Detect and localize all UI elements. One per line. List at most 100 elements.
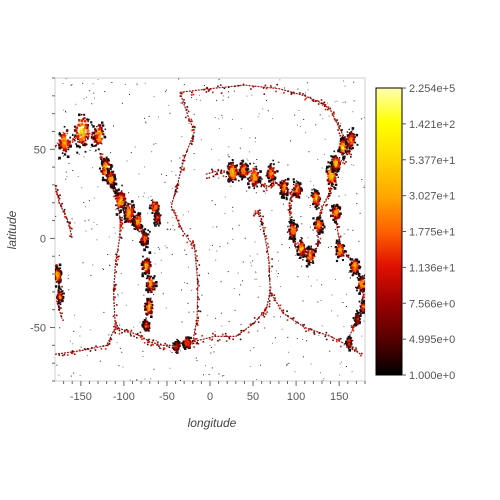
hotspot-cell (79, 134, 82, 137)
hotspot-cell (337, 252, 339, 254)
event-cell (73, 353, 76, 355)
hotspot-cell (137, 219, 140, 223)
hotspot-cell (143, 265, 145, 268)
event-cell (103, 268, 104, 270)
hotspot-cell (72, 133, 74, 135)
event-cell (199, 99, 201, 101)
event-cell (94, 349, 97, 351)
hotspot-cell (333, 155, 336, 159)
hotspot-cell (143, 236, 145, 238)
hotspot-cell (152, 209, 156, 212)
hotspot-cell (59, 303, 62, 306)
event-cell (332, 183, 335, 186)
hotspot-cell (250, 176, 252, 179)
event-cell (317, 301, 319, 303)
hotspot-cell (117, 197, 120, 200)
hotspot-cell (149, 302, 151, 304)
hotspot-cell (138, 221, 141, 223)
event-cell (104, 348, 107, 350)
hotspot-cell (345, 146, 348, 149)
hotspot-cell (142, 260, 145, 263)
hotspot-cell (294, 231, 296, 234)
hotspot-cell (240, 160, 242, 162)
event-cell (93, 197, 95, 199)
hotspot-cell (354, 263, 356, 265)
hotspot-cell (310, 257, 313, 260)
event-cell (264, 192, 266, 194)
event-cell (194, 333, 197, 335)
hotspot-cell (63, 141, 65, 144)
hotspot-cell (359, 289, 363, 292)
hotspot-cell (357, 324, 359, 326)
event-cell (299, 126, 301, 127)
event-cell (112, 165, 114, 167)
event-cell (271, 185, 274, 188)
hotspot-cell (330, 175, 333, 178)
hotspot-cell (362, 311, 365, 314)
event-cell (244, 237, 246, 239)
event-cell (269, 292, 271, 295)
event-cell (162, 348, 165, 351)
hotspot-cell (336, 169, 338, 171)
event-cell (305, 330, 307, 333)
hotspot-cell (78, 113, 81, 117)
hotspot-cell (125, 198, 127, 200)
hotspot-cell (360, 306, 362, 309)
hotspot-cell (358, 267, 361, 270)
hotspot-cell (155, 205, 158, 208)
event-cell (114, 188, 117, 191)
event-cell (291, 317, 293, 320)
event-cell (69, 340, 71, 342)
hotspot-cell (333, 186, 335, 189)
event-cell (254, 213, 257, 215)
hotspot-cell (280, 183, 283, 186)
hotspot-cell (296, 186, 300, 190)
event-cell (103, 311, 105, 313)
event-cell (338, 195, 340, 197)
event-cell (119, 233, 121, 236)
hotspot-cell (308, 253, 311, 255)
event-cell (360, 354, 362, 357)
hotspot-cell (295, 191, 299, 194)
hotspot-cell (326, 172, 330, 175)
event-cell (303, 327, 306, 330)
event-cell (278, 260, 280, 262)
hotspot-cell (125, 211, 128, 214)
hotspot-cell (146, 265, 149, 268)
event-cell (60, 315, 63, 318)
hotspot-cell (357, 319, 361, 323)
event-cell (59, 194, 61, 196)
hotspot-cell (158, 222, 161, 224)
event-cell (288, 351, 290, 353)
event-cell (87, 348, 89, 350)
hotspot-cell (110, 171, 112, 173)
hotspot-cell (366, 283, 368, 285)
hotspot-cell (106, 169, 109, 172)
event-cell (165, 307, 167, 309)
event-cell (194, 328, 196, 331)
event-cell (345, 255, 348, 257)
hotspot-cell (333, 204, 335, 206)
event-cell (158, 116, 159, 118)
hotspot-cell (312, 200, 316, 203)
event-cell (267, 257, 269, 259)
event-cell (185, 116, 187, 119)
hotspot-cell (295, 190, 297, 192)
event-cell (246, 158, 248, 160)
event-cell (302, 300, 304, 302)
hotspot-cell (145, 263, 147, 266)
hotspot-cell (231, 166, 233, 168)
event-cell (252, 260, 254, 262)
event-cell (144, 82, 146, 84)
hotspot-cell (273, 175, 275, 177)
hotspot-cell (340, 145, 342, 147)
event-cell (121, 221, 123, 224)
event-cell (301, 265, 303, 267)
event-cell (86, 133, 89, 135)
hotspot-cell (341, 152, 344, 156)
event-cell (257, 210, 259, 212)
hotspot-cell (128, 219, 131, 223)
event-cell (308, 151, 310, 153)
event-cell (297, 257, 299, 259)
event-cell (323, 101, 326, 104)
